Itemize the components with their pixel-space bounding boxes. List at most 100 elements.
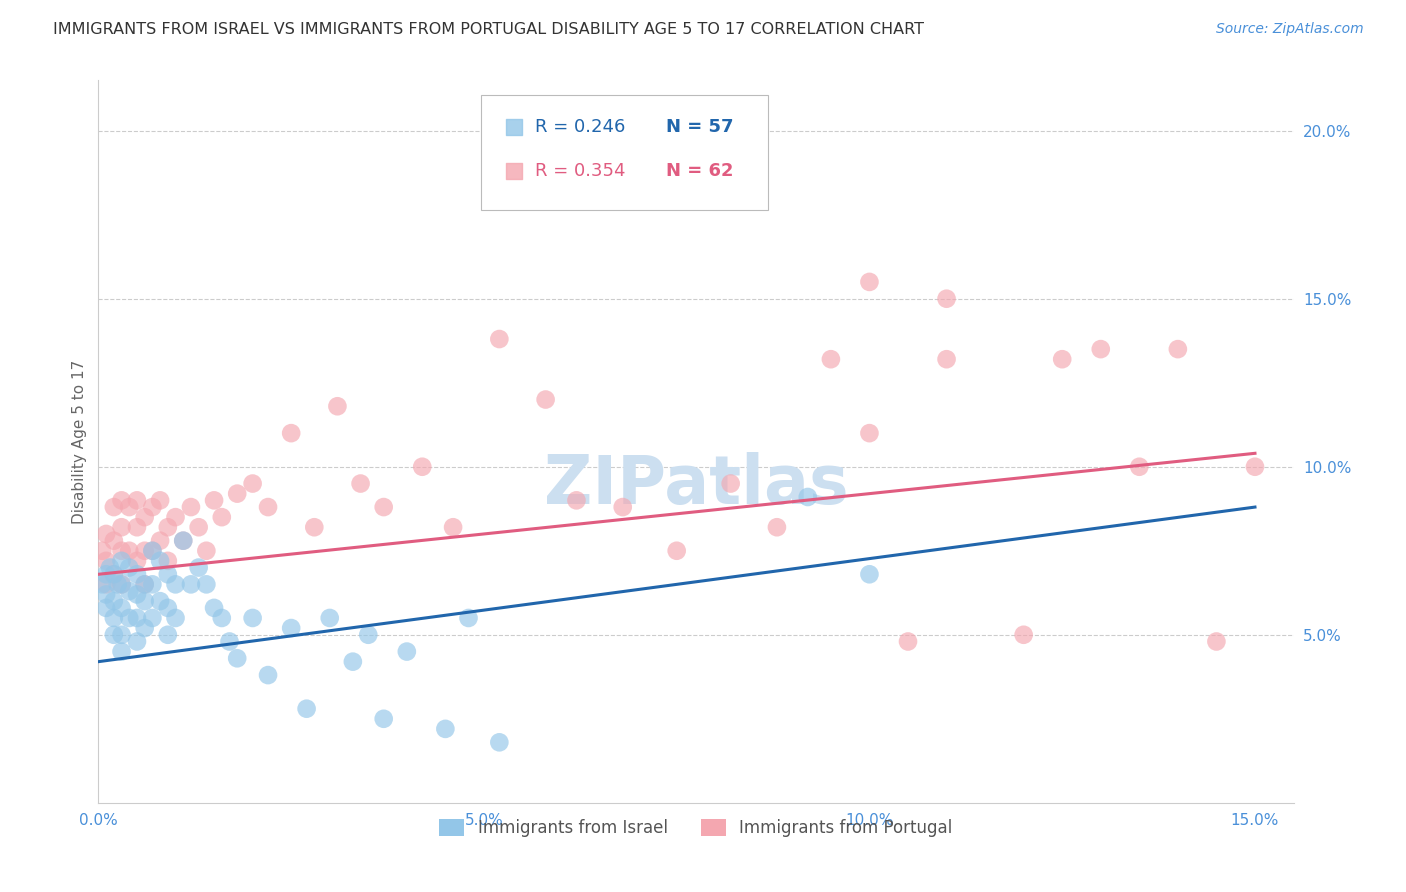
Point — [125, 634, 148, 648]
Point — [110, 554, 132, 568]
Point — [242, 611, 264, 625]
Point — [141, 611, 163, 625]
Point — [935, 292, 957, 306]
Point — [187, 560, 209, 574]
Point — [202, 493, 225, 508]
Point — [612, 500, 634, 514]
Point — [118, 543, 141, 558]
Point — [858, 275, 880, 289]
Point — [897, 634, 920, 648]
Point — [211, 510, 233, 524]
Point — [1244, 459, 1267, 474]
Point — [373, 712, 395, 726]
Point — [1012, 628, 1035, 642]
Point — [125, 554, 148, 568]
Point — [172, 533, 194, 548]
Point — [118, 500, 141, 514]
Point — [141, 500, 163, 514]
Point — [156, 554, 179, 568]
Point — [91, 577, 114, 591]
Point — [326, 399, 349, 413]
Legend: Immigrants from Israel, Immigrants from Portugal: Immigrants from Israel, Immigrants from … — [432, 810, 960, 845]
Point — [103, 594, 125, 608]
Point — [94, 554, 117, 568]
Point — [180, 500, 202, 514]
Point — [797, 490, 820, 504]
Point — [156, 628, 179, 642]
Point — [488, 735, 510, 749]
Point — [295, 702, 318, 716]
Point — [103, 500, 125, 514]
Text: IMMIGRANTS FROM ISRAEL VS IMMIGRANTS FROM PORTUGAL DISABILITY AGE 5 TO 17 CORREL: IMMIGRANTS FROM ISRAEL VS IMMIGRANTS FRO… — [53, 22, 924, 37]
Point — [395, 644, 418, 658]
Point — [118, 611, 141, 625]
Point — [257, 668, 280, 682]
Point — [141, 543, 163, 558]
Point — [118, 560, 141, 574]
Point — [134, 594, 156, 608]
Point — [103, 628, 125, 642]
Point — [149, 533, 172, 548]
Point — [195, 577, 218, 591]
Point — [434, 722, 457, 736]
Point — [1128, 459, 1150, 474]
Point — [118, 584, 141, 599]
Point — [457, 611, 479, 625]
Point — [226, 651, 249, 665]
Point — [180, 577, 202, 591]
Point — [125, 493, 148, 508]
Point — [134, 543, 156, 558]
Point — [98, 560, 121, 574]
Point — [195, 543, 218, 558]
Point — [110, 600, 132, 615]
Text: Source: ZipAtlas.com: Source: ZipAtlas.com — [1216, 22, 1364, 37]
Point — [141, 543, 163, 558]
Point — [1050, 352, 1073, 367]
Point — [441, 520, 464, 534]
Point — [107, 577, 129, 591]
Point — [141, 577, 163, 591]
Point — [149, 493, 172, 508]
Point — [165, 510, 187, 524]
Point — [858, 567, 880, 582]
Point — [134, 577, 156, 591]
Point — [342, 655, 364, 669]
Point — [720, 476, 742, 491]
Point — [534, 392, 557, 407]
Point — [172, 533, 194, 548]
Point — [280, 621, 302, 635]
Point — [94, 587, 117, 601]
Point — [110, 493, 132, 508]
Point — [125, 587, 148, 601]
Point — [242, 476, 264, 491]
Point — [110, 644, 132, 658]
Point — [134, 510, 156, 524]
Point — [319, 611, 342, 625]
Text: N = 62: N = 62 — [666, 161, 734, 179]
Point — [110, 577, 132, 591]
Point — [211, 611, 233, 625]
Point — [125, 567, 148, 582]
Point — [257, 500, 280, 514]
Point — [110, 543, 132, 558]
Point — [103, 533, 125, 548]
Text: R = 0.246: R = 0.246 — [534, 119, 626, 136]
Point — [156, 567, 179, 582]
Point — [156, 520, 179, 534]
Point — [202, 600, 225, 615]
Point — [165, 577, 187, 591]
Point — [488, 332, 510, 346]
Point — [156, 600, 179, 615]
Point — [304, 520, 326, 534]
Point — [125, 611, 148, 625]
Point — [103, 611, 125, 625]
Point — [766, 520, 789, 534]
Point — [411, 459, 433, 474]
Point — [110, 577, 132, 591]
Point — [94, 600, 117, 615]
Y-axis label: Disability Age 5 to 17: Disability Age 5 to 17 — [72, 359, 87, 524]
Point — [110, 520, 132, 534]
Point — [1167, 342, 1189, 356]
Point — [149, 594, 172, 608]
Point — [858, 426, 880, 441]
